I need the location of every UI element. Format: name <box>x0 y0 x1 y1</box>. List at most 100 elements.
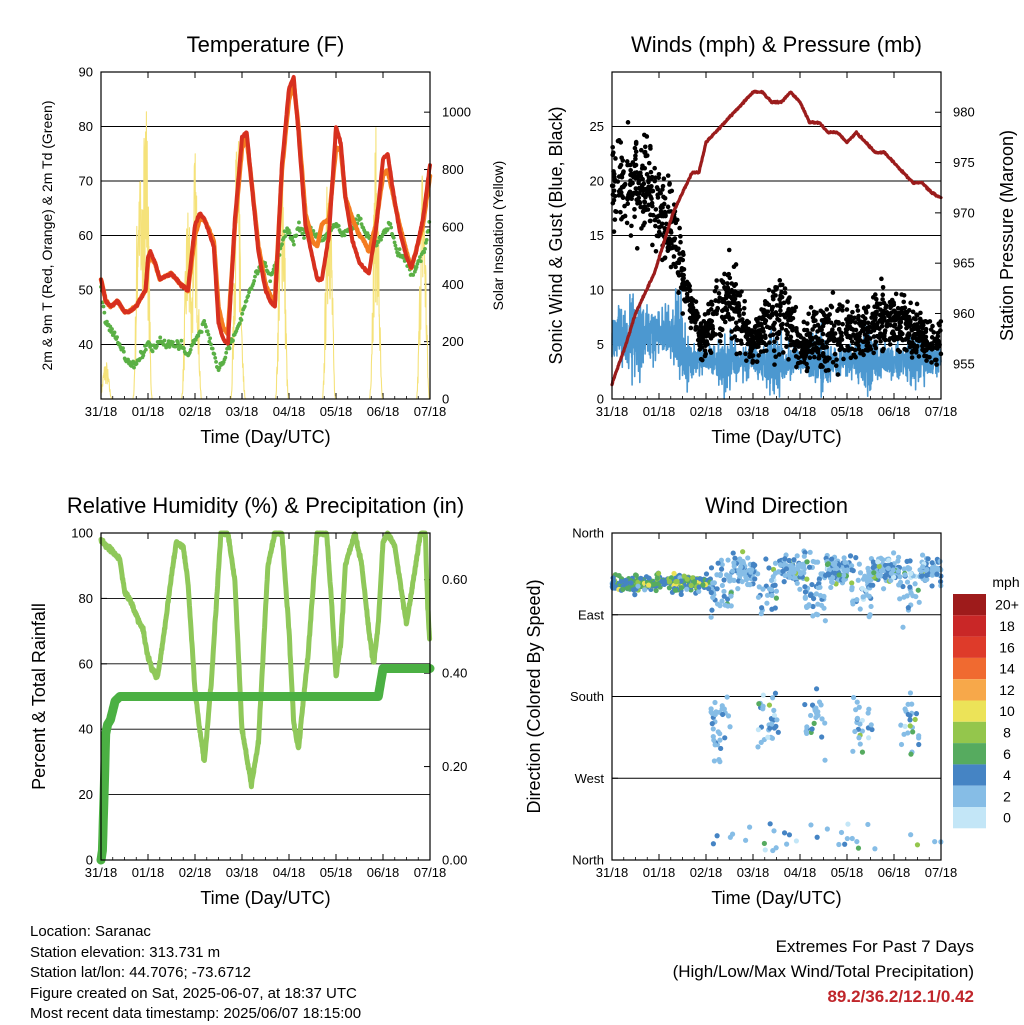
gust-point <box>671 261 676 267</box>
gust-point <box>772 339 777 345</box>
direction-point <box>857 721 863 727</box>
gust-point <box>792 347 798 352</box>
gust-point <box>756 336 761 342</box>
y-tick-label: 60 <box>79 656 93 671</box>
humidity-precip-panel: Relative Humidity (%) & Precipitation (i… <box>29 493 467 908</box>
x-tick-label: 01/18 <box>643 865 676 880</box>
gust-point <box>726 314 732 320</box>
direction-point <box>773 595 780 601</box>
gust-point <box>853 354 858 360</box>
gust-point <box>814 310 819 316</box>
dewpoint-point <box>424 238 429 242</box>
dewpoint-point <box>253 274 257 279</box>
gust-point <box>726 247 732 253</box>
dewpoint-point <box>102 310 107 315</box>
direction-point <box>760 692 766 698</box>
direction-point <box>868 603 874 610</box>
gust-point <box>741 306 747 311</box>
dewpoint-point <box>263 260 268 265</box>
gust-point <box>865 320 871 326</box>
direction-point <box>630 587 637 593</box>
gust-point <box>650 212 656 218</box>
gust-point <box>824 344 829 350</box>
dewpoint-point <box>264 264 268 269</box>
direction-point <box>729 568 736 574</box>
dewpoint-point <box>110 327 114 331</box>
direction-point <box>854 699 860 705</box>
direction-point <box>802 701 808 708</box>
dewpoint-point <box>242 304 247 309</box>
gust-point <box>766 287 772 293</box>
dewpoint-point <box>117 342 122 347</box>
gust-point <box>744 358 749 363</box>
speed-colorbar: mph 20+ 18 16 14 12 10 8 6 4 2 0 <box>953 574 1020 829</box>
gust-point <box>648 169 654 175</box>
dewpoint-point <box>422 250 427 255</box>
gust-point <box>712 288 718 294</box>
gust-point <box>658 205 664 210</box>
direction-point <box>870 559 876 565</box>
direction-point <box>760 706 766 712</box>
gust-point <box>644 172 650 177</box>
extremes-subtitle: (High/Low/Max Wind/Total Precipitation) <box>672 962 974 981</box>
direction-point <box>855 577 861 583</box>
gust-point <box>776 352 782 357</box>
gust-point <box>652 165 657 171</box>
plot-border <box>100 71 431 400</box>
direction-point <box>717 737 723 743</box>
gust-point <box>795 331 801 337</box>
gust-point <box>688 297 693 302</box>
direction-point <box>728 593 734 599</box>
gust-point <box>909 340 915 345</box>
gust-point <box>886 337 892 343</box>
dewpoint-point <box>134 361 139 366</box>
y-tick-label: North <box>572 526 604 541</box>
direction-point <box>866 593 872 599</box>
direction-point <box>916 599 922 605</box>
x-tick-label: 01/18 <box>132 865 165 880</box>
gust-point <box>909 327 915 333</box>
direction-point <box>819 734 825 740</box>
gust-point <box>695 337 701 343</box>
y2-tick-label: 0.60 <box>442 572 467 587</box>
extremes-title: Extremes For Past 7 Days <box>775 937 974 956</box>
gust-point <box>865 348 871 353</box>
dewpoint-point <box>121 349 126 354</box>
direction-point <box>768 577 775 583</box>
x-tick-label: 31/18 <box>85 404 118 419</box>
colorbar-swatch <box>953 764 986 786</box>
direction-point <box>891 574 897 580</box>
dewpoint-point <box>239 318 244 322</box>
gust-point <box>794 338 800 344</box>
direction-point <box>910 593 916 599</box>
direction-point <box>813 611 819 617</box>
extremes-values: 89.2/36.2/12.1/0.42 <box>827 987 974 1006</box>
direction-point <box>772 690 779 696</box>
gust-point <box>891 330 896 336</box>
colorbar-swatch <box>953 594 986 616</box>
gust-point <box>904 309 910 315</box>
direction-point <box>904 558 910 564</box>
direction-point <box>924 567 930 573</box>
gust-point <box>804 327 810 333</box>
direction-point <box>855 845 862 851</box>
gust-point <box>694 310 700 316</box>
gust-point <box>612 217 618 222</box>
dewpoint-point <box>393 243 398 248</box>
direction-point <box>904 579 911 585</box>
gust-point <box>799 344 805 350</box>
direction-point <box>632 572 639 578</box>
gust-point <box>891 302 897 308</box>
gust-point <box>852 315 857 321</box>
gust-point <box>876 335 882 340</box>
direction-point <box>791 575 798 581</box>
direction-point <box>700 582 706 588</box>
gust-point <box>798 359 803 365</box>
gust-point <box>632 145 638 151</box>
gust-point <box>860 325 866 330</box>
gust-point <box>734 338 740 343</box>
direction-point <box>766 565 772 571</box>
gust-point <box>699 344 705 350</box>
colorbar-label: 4 <box>1003 767 1011 783</box>
gust-point <box>846 348 851 353</box>
